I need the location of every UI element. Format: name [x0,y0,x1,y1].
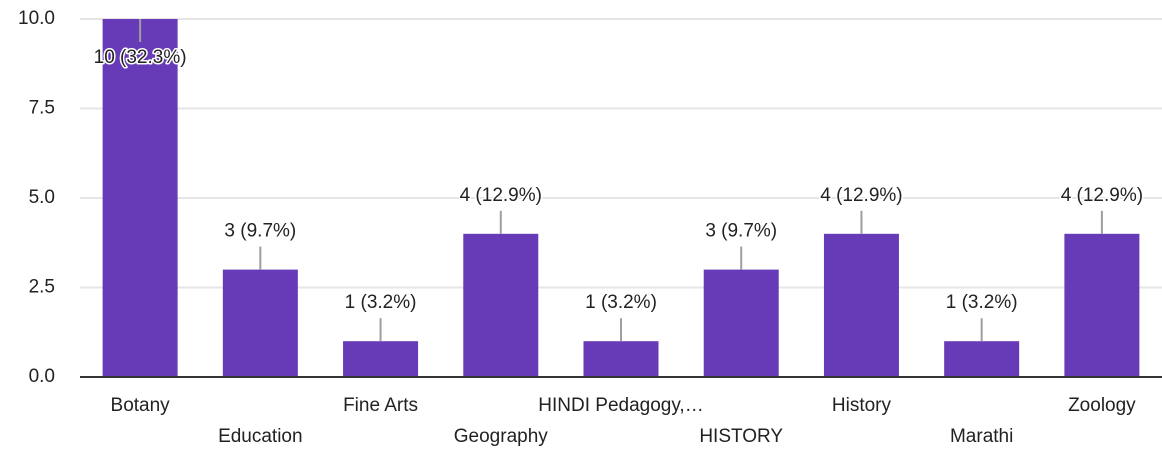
y-tick-label: 10.0 [18,8,55,29]
value-label: 4 (12.9%) [820,185,902,206]
bar [102,19,178,377]
bar [463,233,539,377]
value-label: 1 (3.2%) [946,292,1018,313]
x-tick-label: Fine Arts [343,395,418,416]
x-tick-label: Zoology [1068,395,1136,416]
value-label: 4 (12.9%) [460,185,542,206]
bar [944,341,1020,377]
bar [1064,233,1140,377]
x-tick-label: Education [218,426,303,447]
bar [583,341,659,377]
value-label: 1 (3.2%) [585,292,657,313]
x-tick-label: History [832,395,892,416]
value-label: 3 (9.7%) [224,221,296,242]
x-tick-label: HISTORY [699,426,783,447]
x-tick-label: Geography [454,426,549,447]
bar [823,233,899,377]
value-label: 1 (3.2%) [345,292,417,313]
bar [703,269,779,377]
y-tick-label: 2.5 [29,277,55,298]
value-label: 3 (9.7%) [705,221,777,242]
x-tick-label: Botany [111,395,171,416]
bar [222,269,298,377]
y-tick-label: 5.0 [29,187,55,208]
bar [343,341,419,377]
x-tick-label: Marathi [950,426,1013,447]
y-tick-label: 0.0 [29,366,55,387]
y-tick-label: 7.5 [29,98,55,119]
value-label: 4 (12.9%) [1061,185,1143,206]
x-tick-label: HINDI Pedagogy,… [538,395,703,416]
value-label: 10 (32.3%) [94,47,187,68]
